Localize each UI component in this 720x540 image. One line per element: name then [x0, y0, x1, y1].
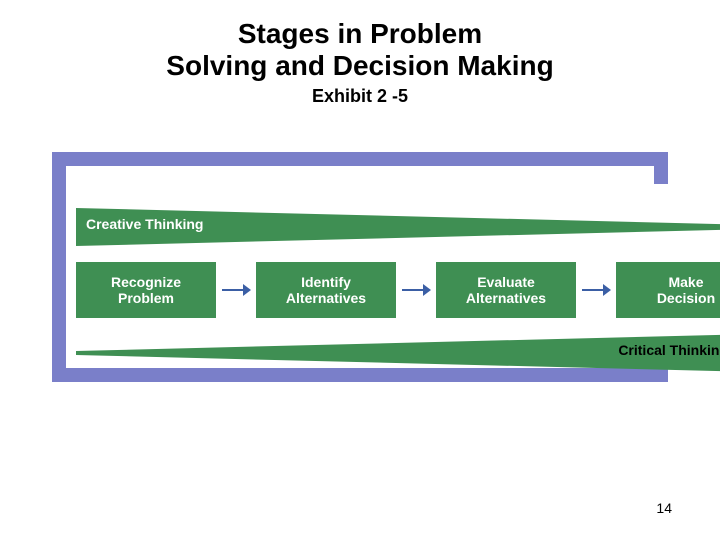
arrow-right-icon: [397, 262, 435, 318]
stage-label-line: Alternatives: [286, 290, 366, 306]
diagram-frame: Creative Thinking RecognizeProblem Identi…: [52, 152, 668, 382]
arrow-right-icon: [217, 262, 255, 318]
stage-label-line: Decision: [657, 290, 715, 306]
exhibit-subtitle: Exhibit 2 -5: [0, 86, 720, 107]
stage-label-line: Recognize: [111, 274, 181, 290]
arrow-right-icon: [577, 262, 615, 318]
title-line-2: Solving and Decision Making: [166, 50, 553, 81]
creative-thinking-label: Creative Thinking: [86, 216, 203, 232]
title-block: Stages in Problem Solving and Decision M…: [0, 0, 720, 107]
stage-box: EvaluateAlternatives: [436, 262, 576, 318]
critical-thinking-label: Critical Thinking: [618, 342, 720, 358]
stage-label-line: Alternatives: [466, 290, 546, 306]
title-line-1: Stages in Problem: [238, 18, 482, 49]
stage-box: RecognizeProblem: [76, 262, 216, 318]
stage-label-line: Problem: [111, 290, 181, 306]
diagram-panel: Creative Thinking RecognizeProblem Identi…: [66, 184, 720, 362]
page-number: 14: [656, 500, 672, 516]
stage-box: MakeDecision: [616, 262, 720, 318]
stage-label-line: Identify: [286, 274, 366, 290]
main-title: Stages in Problem Solving and Decision M…: [0, 18, 720, 82]
stage-label-line: Evaluate: [466, 274, 546, 290]
stages-row: RecognizeProblemIdentifyAlternativesEval…: [76, 262, 720, 318]
stage-label-line: Make: [657, 274, 715, 290]
stage-box: IdentifyAlternatives: [256, 262, 396, 318]
